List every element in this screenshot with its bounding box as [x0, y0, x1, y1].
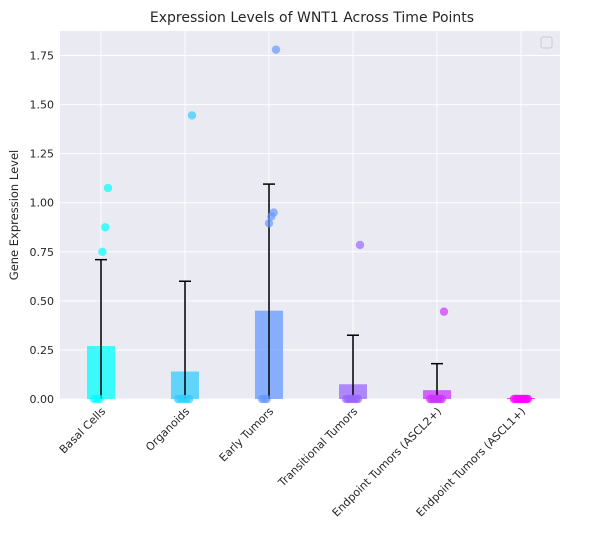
data-point — [353, 394, 363, 404]
data-point — [264, 219, 274, 228]
data-point — [101, 223, 110, 232]
y-tick-label: 1.25 — [30, 148, 55, 161]
data-point — [187, 111, 197, 120]
data-point — [262, 394, 271, 404]
y-tick-label: 0.25 — [30, 344, 55, 357]
x-tick-label: Basal Cells — [57, 405, 109, 457]
chart-title: Expression Levels of WNT1 Across Time Po… — [150, 10, 474, 26]
y-tick-label: 0.75 — [30, 246, 55, 259]
y-tick-label: 1.00 — [30, 197, 55, 210]
y-tick-label: 1.75 — [30, 50, 55, 63]
x-tick-label: Early Tumors — [217, 405, 277, 465]
data-point — [98, 247, 107, 256]
data-point — [355, 240, 365, 250]
y-axis-label: Gene Expression Level — [7, 150, 21, 280]
data-point — [439, 307, 449, 316]
legend-box — [540, 36, 553, 49]
data-point — [523, 394, 533, 404]
data-point — [95, 394, 104, 404]
y-tick-label: 1.50 — [30, 99, 55, 112]
plot-background — [60, 31, 560, 399]
data-point — [271, 45, 281, 54]
y-tick-label: 0.50 — [30, 295, 55, 308]
x-tick-label: Organoids — [143, 405, 192, 454]
data-point — [185, 394, 194, 404]
x-tick-label: Transitional Tumors — [275, 405, 360, 490]
data-point — [269, 208, 278, 217]
y-tick-label: 0.00 — [30, 393, 55, 406]
data-point — [103, 183, 113, 193]
data-point — [437, 394, 447, 404]
